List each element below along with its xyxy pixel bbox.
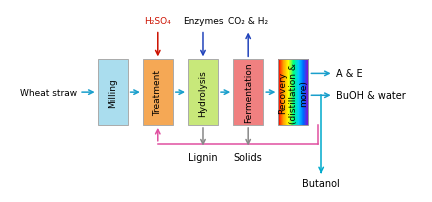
Bar: [298, 60, 299, 125]
Text: Wheat straw: Wheat straw: [20, 88, 77, 97]
Bar: [281, 60, 282, 125]
Bar: [296, 60, 297, 125]
Text: Lignin: Lignin: [188, 152, 218, 162]
Bar: [278, 60, 279, 125]
Bar: [299, 60, 300, 125]
Bar: [300, 60, 301, 125]
Text: Fermentation: Fermentation: [244, 62, 253, 123]
Bar: [143, 60, 173, 125]
Text: Hydrolysis: Hydrolysis: [198, 69, 207, 116]
Bar: [305, 60, 306, 125]
Bar: [295, 60, 296, 125]
Bar: [282, 60, 283, 125]
Bar: [290, 60, 291, 125]
Bar: [302, 60, 303, 125]
Text: H₂SO₄: H₂SO₄: [144, 17, 171, 26]
Bar: [188, 60, 218, 125]
Bar: [293, 60, 294, 125]
Bar: [280, 60, 281, 125]
Bar: [286, 60, 287, 125]
Bar: [295, 60, 296, 125]
Bar: [307, 60, 308, 125]
Text: Recovery
(distillation &
more): Recovery (distillation & more): [279, 62, 308, 123]
Bar: [301, 60, 302, 125]
Bar: [306, 60, 307, 125]
Bar: [289, 60, 290, 125]
Bar: [301, 60, 302, 125]
Bar: [287, 60, 288, 125]
Bar: [288, 60, 289, 125]
Bar: [304, 60, 305, 125]
Bar: [285, 60, 286, 125]
Bar: [286, 60, 287, 125]
Bar: [307, 60, 308, 125]
Bar: [284, 60, 285, 125]
Bar: [302, 60, 303, 125]
Bar: [303, 60, 304, 125]
Text: Solids: Solids: [234, 152, 263, 162]
Bar: [293, 60, 294, 125]
Text: CO₂ & H₂: CO₂ & H₂: [228, 17, 268, 26]
Bar: [284, 60, 285, 125]
Bar: [296, 60, 297, 125]
Bar: [299, 60, 300, 125]
Text: BuOH & water: BuOH & water: [336, 91, 406, 101]
Bar: [289, 60, 290, 125]
Bar: [291, 60, 292, 125]
Bar: [294, 60, 295, 125]
Text: Treatment: Treatment: [153, 70, 162, 116]
Bar: [298, 60, 299, 125]
Bar: [297, 60, 298, 125]
Bar: [279, 60, 280, 125]
Bar: [285, 60, 286, 125]
Bar: [233, 60, 263, 125]
Bar: [292, 60, 293, 125]
Bar: [306, 60, 307, 125]
Bar: [297, 60, 298, 125]
Text: Butanol: Butanol: [302, 178, 340, 188]
Text: A & E: A & E: [336, 69, 362, 79]
Bar: [283, 60, 284, 125]
Bar: [290, 60, 291, 125]
Bar: [98, 60, 128, 125]
Bar: [300, 60, 301, 125]
Bar: [282, 60, 283, 125]
Text: Enzymes: Enzymes: [183, 17, 223, 26]
Bar: [287, 60, 288, 125]
Bar: [280, 60, 281, 125]
Bar: [281, 60, 282, 125]
Bar: [292, 60, 293, 125]
Bar: [291, 60, 292, 125]
Bar: [283, 60, 284, 125]
Bar: [294, 60, 295, 125]
Bar: [288, 60, 289, 125]
Text: Milling: Milling: [108, 78, 117, 107]
Bar: [303, 60, 304, 125]
Bar: [279, 60, 280, 125]
Bar: [305, 60, 306, 125]
Bar: [308, 60, 309, 125]
Bar: [278, 60, 308, 125]
Bar: [304, 60, 305, 125]
